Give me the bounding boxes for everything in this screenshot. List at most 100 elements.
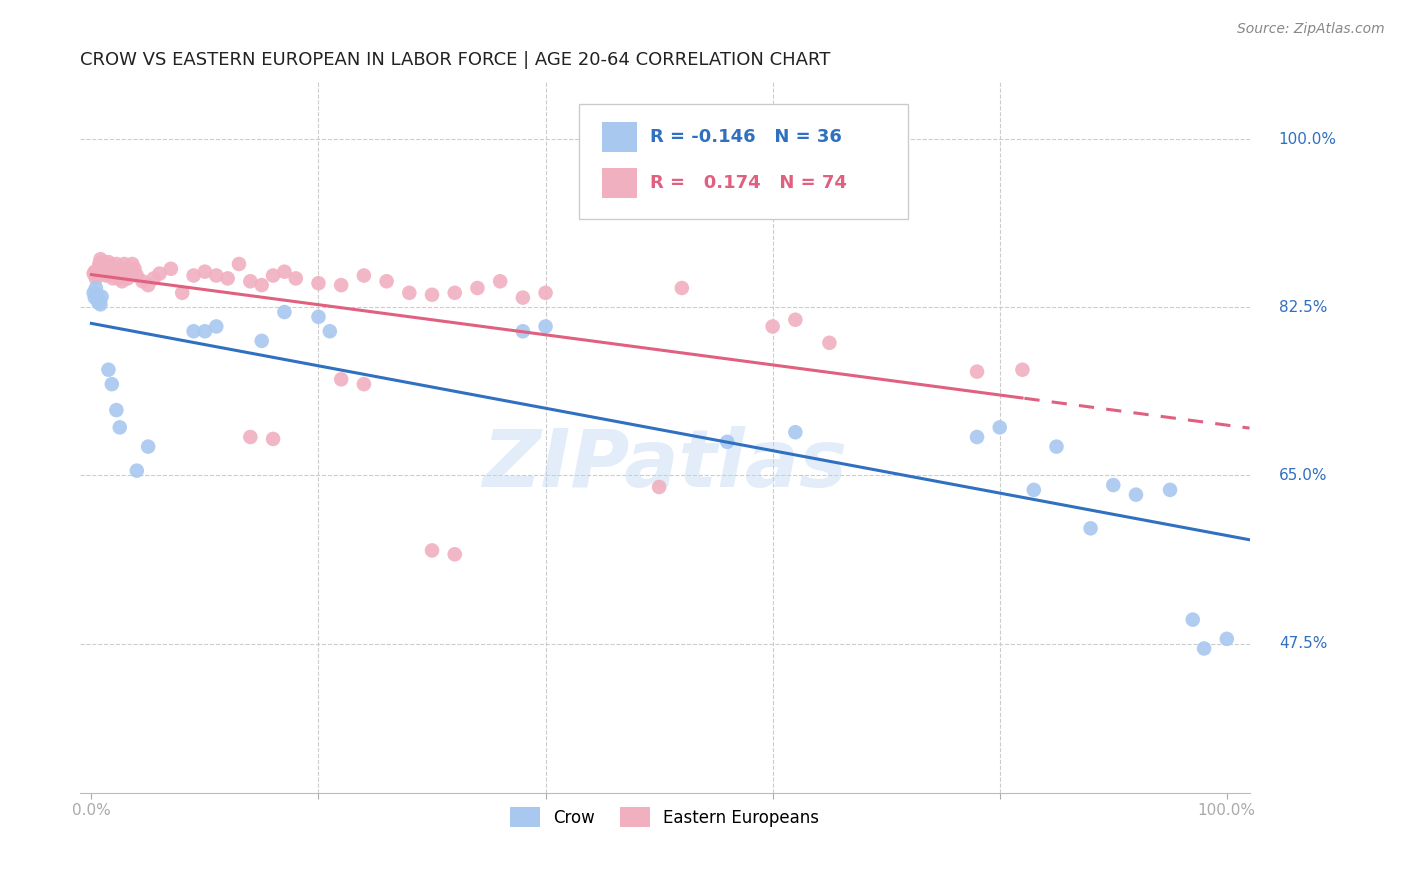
Point <box>101 377 124 392</box>
Point <box>671 281 693 295</box>
Point <box>217 271 239 285</box>
Point <box>91 259 114 273</box>
Point <box>228 257 250 271</box>
Point <box>110 268 132 283</box>
Point <box>90 255 112 269</box>
Point <box>107 271 129 285</box>
Point <box>172 285 194 300</box>
Point <box>121 257 143 271</box>
Point <box>84 281 107 295</box>
Point <box>83 285 105 300</box>
Point <box>988 420 1011 434</box>
Point <box>101 265 124 279</box>
Point <box>101 271 124 285</box>
Point <box>86 287 108 301</box>
Point <box>1022 483 1045 497</box>
Point <box>1125 488 1147 502</box>
Point <box>262 268 284 283</box>
Point <box>112 257 135 271</box>
Point <box>93 267 115 281</box>
Point <box>966 365 988 379</box>
Text: 100.0%: 100.0% <box>1278 131 1337 146</box>
Point <box>183 324 205 338</box>
Point <box>97 255 120 269</box>
Point <box>1216 632 1239 646</box>
Point <box>105 257 128 271</box>
Point <box>250 278 273 293</box>
Point <box>148 267 170 281</box>
Point <box>330 278 353 293</box>
Point <box>89 257 111 271</box>
Point <box>205 319 228 334</box>
Point <box>105 403 128 417</box>
Point <box>330 372 353 386</box>
Point <box>273 305 295 319</box>
Point <box>103 268 125 283</box>
Point <box>86 268 108 283</box>
Point <box>534 319 557 334</box>
Point <box>112 261 135 276</box>
Point <box>284 271 307 285</box>
Point <box>1045 440 1067 454</box>
Point <box>239 274 262 288</box>
Point <box>1181 613 1204 627</box>
Point <box>818 335 841 350</box>
Text: CROW VS EASTERN EUROPEAN IN LABOR FORCE | AGE 20-64 CORRELATION CHART: CROW VS EASTERN EUROPEAN IN LABOR FORCE … <box>80 51 831 69</box>
Point <box>239 430 262 444</box>
Point <box>90 290 112 304</box>
Point <box>136 440 159 454</box>
Point <box>966 430 988 444</box>
Point <box>183 268 205 283</box>
Point <box>108 420 131 434</box>
Point <box>94 268 117 283</box>
Point <box>87 295 110 310</box>
Text: 82.5%: 82.5% <box>1278 300 1327 315</box>
Point <box>83 265 105 279</box>
Point <box>467 281 489 295</box>
Point <box>353 268 375 283</box>
Point <box>114 265 136 279</box>
Point <box>319 324 342 338</box>
Point <box>1192 641 1215 656</box>
Point <box>785 425 807 440</box>
Point <box>205 268 228 283</box>
Point <box>648 480 671 494</box>
Text: Source: ZipAtlas.com: Source: ZipAtlas.com <box>1237 22 1385 37</box>
Point <box>512 324 534 338</box>
Point <box>512 291 534 305</box>
Point <box>94 263 117 277</box>
Point <box>308 310 330 324</box>
Text: R = -0.146   N = 36: R = -0.146 N = 36 <box>650 128 841 145</box>
Point <box>108 267 131 281</box>
Point <box>443 547 465 561</box>
Point <box>125 268 148 283</box>
Point <box>100 259 122 273</box>
Point <box>762 319 785 334</box>
Point <box>716 434 738 449</box>
Point <box>87 261 110 276</box>
Point <box>1080 521 1102 535</box>
Point <box>273 265 295 279</box>
Point <box>375 274 398 288</box>
Text: 47.5%: 47.5% <box>1278 636 1327 651</box>
Point <box>420 287 443 301</box>
Point <box>1102 478 1125 492</box>
Point <box>250 334 273 348</box>
Point <box>89 293 111 308</box>
Point <box>534 285 557 300</box>
Text: ZIPatlas: ZIPatlas <box>482 426 848 505</box>
Text: 65.0%: 65.0% <box>1278 468 1327 483</box>
Point <box>97 362 120 376</box>
Point <box>104 261 127 276</box>
Point <box>194 324 217 338</box>
Point <box>125 464 148 478</box>
Point <box>124 261 146 276</box>
Point <box>1159 483 1181 497</box>
Point <box>89 297 111 311</box>
Point <box>308 276 330 290</box>
Point <box>420 543 443 558</box>
Point <box>118 267 141 281</box>
Point <box>107 265 129 279</box>
Point <box>785 312 807 326</box>
Point <box>98 261 121 276</box>
